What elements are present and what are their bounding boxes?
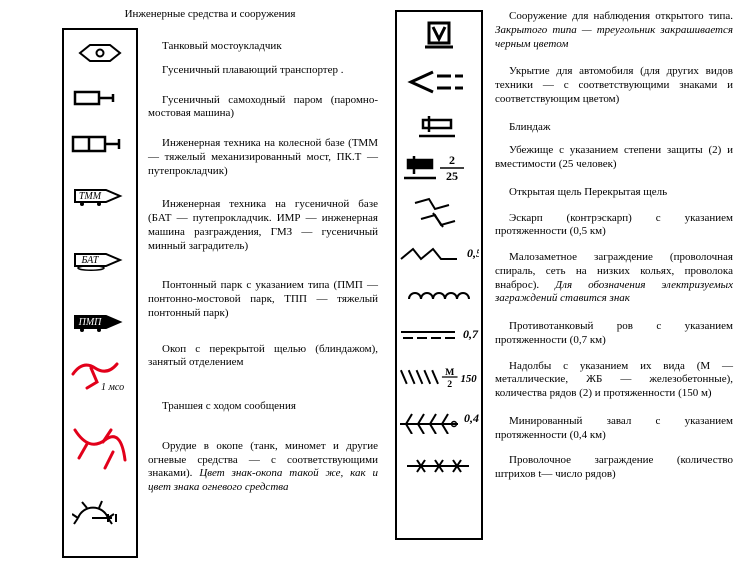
symbol-coil [397, 276, 481, 316]
cap-escarp: Эскарп (контрэскарп) с указанием протяже… [495, 212, 733, 240]
symbol-observation [397, 12, 481, 58]
cap-at-ditch: Противотанковый ров с указанием протяжен… [495, 320, 733, 348]
symbol-blinder [397, 106, 481, 146]
symbol-tank-bridge [64, 30, 136, 76]
label-mined-len: 0,4 [464, 411, 479, 425]
cap-mined-block: Минированный завал с указанием протяженн… [495, 415, 733, 443]
section-title: Инженерные средства и сооружения [110, 8, 310, 21]
cap-bat: Инженерная техника на гусеничной базе (Б… [148, 198, 378, 253]
cap-open-closed: Открытая щель Перекрытая щель [495, 186, 733, 200]
symbol-trench-slit: 1 мсо [64, 348, 136, 414]
cap-gun-trench: Орудие в окопе (танк, миномет и другие о… [148, 440, 378, 495]
label-escarp: 0,5 [467, 246, 479, 260]
symbol-at-ditch: 0,7 [397, 316, 481, 356]
cap-shelter-cap: Убежище с указанием степени защиты (2) и… [495, 144, 733, 172]
label-shelter-lower: 25 [446, 169, 458, 183]
symbol-mined-blockage: 0,4 [397, 400, 481, 444]
right-captions-column: Сооружение для наблюдения открытого типа… [495, 10, 733, 496]
label-shelter-upper: 2 [449, 153, 455, 167]
symbol-comm-trench [64, 414, 136, 486]
label-pmp: ПМП [78, 317, 103, 328]
label-nadolby-lower: 2 [447, 379, 452, 390]
left-captions-column: Танковый мостоукладчик Гусеничный плаваю… [148, 40, 378, 509]
cap-trench-slit: Окоп с перекрытой щелью (блиндажом), зан… [148, 343, 378, 371]
mid-symbols-column: 2 25 0,5 [395, 10, 483, 540]
symbol-bat: БАТ [64, 224, 136, 296]
cap-tracked-transport: Гусеничный плавающий транспортер . [148, 64, 378, 78]
cap-pmp: Понтонный парк с указанием типа (ПМП — п… [148, 279, 378, 320]
symbol-open-closed [397, 190, 481, 234]
cap-low-vis: Малозаметное заграждение (проволочная сп… [495, 251, 733, 306]
symbol-shelter-cap: 2 25 [397, 146, 481, 190]
label-1mso: 1 мсо [101, 382, 124, 393]
symbol-tracked-ferry [64, 120, 136, 168]
symbol-gun-trench [64, 486, 136, 550]
symbol-tracked-transport [64, 76, 136, 120]
label-at-ditch: 0,7 [463, 327, 479, 341]
cap-tank-bridge: Танковый мостоукладчик [148, 40, 378, 54]
label-bat: БАТ [81, 255, 100, 266]
label-tmm: ТММ [79, 191, 102, 202]
left-symbols-column: ТММ БАТ ПМП [62, 28, 138, 558]
cap-vehicle-shelter: Укрытие для автомобиля (для других видов… [495, 65, 733, 106]
symbol-wire [397, 444, 481, 488]
cap-observation-text: Сооружение для наблюдения открытого типа… [509, 10, 733, 22]
cap-comm-trench: Траншея с ходом сообщения [148, 400, 378, 414]
symbol-nadolby: М 2 150 [397, 356, 481, 400]
page-root: Инженерные средства и сооружения [0, 0, 753, 564]
cap-nadolby: Надолбы с указанием их вида (М — металли… [495, 360, 733, 401]
cap-observation: Сооружение для наблюдения открытого типа… [495, 10, 733, 51]
cap-blinder: Блиндаж [495, 121, 733, 135]
cap-wire: Проволочное заграждение (количество штри… [495, 454, 733, 482]
label-nadolby-len: 150 [460, 373, 477, 385]
symbol-pmp: ПМП [64, 296, 136, 348]
symbol-escarp: 0,5 [397, 234, 481, 276]
cap-observation-ital: Закрытого типа — треугольник закрашивает… [495, 24, 733, 50]
symbol-tmm: ТММ [64, 168, 136, 224]
cap-tmm: Инженерная техника на колесной базе (ТММ… [148, 137, 378, 178]
cap-tracked-ferry: Гусеничный самоходный паром (паромно-мос… [148, 94, 378, 122]
symbol-vehicle-shelter [397, 58, 481, 106]
